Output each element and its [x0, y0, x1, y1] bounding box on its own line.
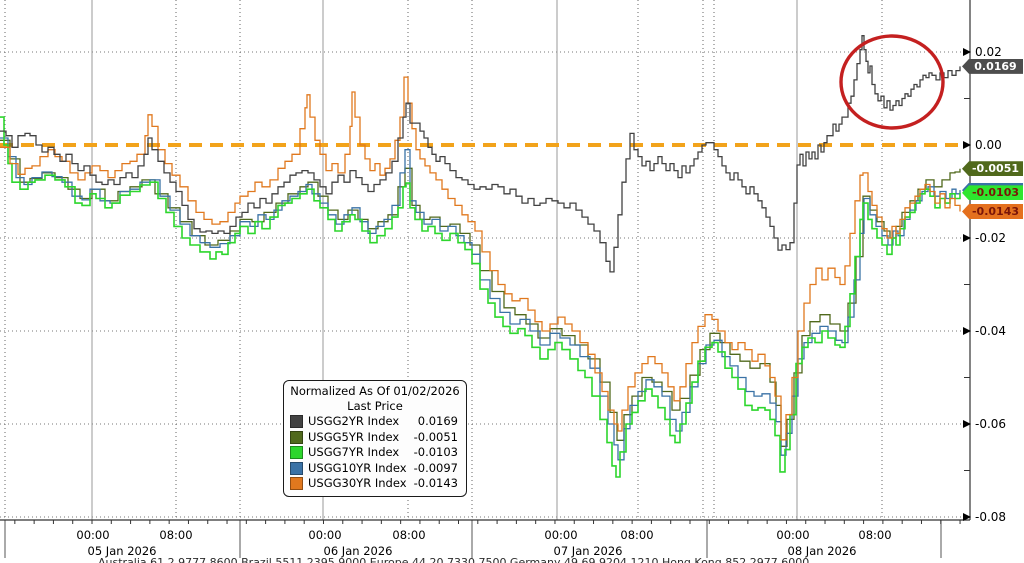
legend-row: USGG5YR Index -0.0051 — [290, 430, 460, 446]
series-value: -0.0143 — [413, 476, 458, 490]
series-value: -0.0051 — [413, 429, 458, 444]
series-line-usgg2yr — [0, 35, 961, 273]
series-value: -0.0103 — [413, 445, 458, 459]
series-name: USGG5YR Index — [308, 429, 400, 444]
series-swatch-usgg30yr — [290, 477, 303, 491]
x-axis-date-label: 05 Jan 2026 — [87, 544, 157, 558]
y-axis-tick-label: 0.00 — [975, 138, 1002, 152]
legend-subtitle: Last Price — [347, 399, 403, 413]
red-circle-annotation — [839, 34, 945, 130]
series-name: USGG7YR Index — [308, 445, 400, 459]
series-swatch-usgg7yr — [290, 446, 303, 460]
y-tick-arrow — [963, 234, 971, 242]
y-axis-tick-label: -0.08 — [975, 510, 1007, 524]
x-axis-time-label: 08:00 — [159, 528, 193, 542]
series-swatch-usgg10yr — [290, 461, 303, 475]
y-axis-tick-label: 0.02 — [975, 45, 1002, 59]
series-line-usgg10yr — [0, 137, 961, 461]
x-axis-date-label: 08 Jan 2026 — [787, 544, 857, 558]
x-axis-time-label: 08:00 — [620, 528, 654, 542]
x-axis-time-label: 00:00 — [776, 528, 810, 542]
y-tick-arrow — [963, 327, 971, 335]
y-tick-arrow — [963, 513, 971, 521]
series-name: USGG2YR Index — [308, 414, 400, 428]
series-line-usgg7yr — [0, 116, 961, 478]
y-axis-tick-label: -0.04 — [975, 324, 1007, 338]
last-value-badge-usgg5yr: -0.0051 — [962, 161, 1023, 177]
series-value: 0.0169 — [417, 414, 458, 428]
legend-row: USGG7YR Index -0.0103 — [290, 445, 460, 461]
y-tick-arrow — [963, 420, 971, 428]
series-swatch-usgg5yr — [290, 430, 303, 444]
y-tick-arrow — [963, 141, 971, 149]
y-axis-tick-label: -0.06 — [975, 417, 1007, 431]
series-swatch-usgg2yr — [290, 415, 303, 429]
x-axis-time-label: 08:00 — [858, 528, 892, 542]
x-axis-date-label: 06 Jan 2026 — [323, 544, 393, 558]
y-tick-arrow — [963, 48, 971, 56]
x-axis-time-label: 00:00 — [308, 528, 342, 542]
legend-title: Normalized As Of 01/02/2026 — [290, 384, 460, 398]
legend-row: USGG2YR Index 0.0169 — [290, 414, 460, 430]
series-line-usgg30yr — [0, 76, 961, 441]
legend-row: USGG30YR Index -0.0143 — [290, 476, 460, 492]
x-axis-time-label: 00:00 — [76, 528, 110, 542]
last-value-badge-usgg30yr: -0.0143 — [962, 203, 1023, 219]
x-axis-time-label: 00:00 — [544, 528, 578, 542]
last-value-badge-usgg2yr: 0.0169 — [962, 58, 1023, 74]
x-axis-time-label: 08:00 — [392, 528, 426, 542]
legend-row: USGG10YR Index -0.0097 — [290, 461, 460, 477]
series-name: USGG10YR Index — [308, 460, 407, 475]
y-axis-tick-label: -0.02 — [975, 231, 1007, 245]
series-name: USGG30YR Index — [308, 476, 407, 490]
last-value-badge-usgg7yr: -0.0103 — [962, 185, 1023, 201]
chart-legend: Normalized As Of 01/02/2026 Last Price U… — [283, 380, 467, 497]
series-value: -0.0097 — [413, 460, 458, 475]
x-axis-date-label: 07 Jan 2026 — [553, 544, 623, 558]
bloomberg-footer-text: Australia 61 2 9777 8600 Brazil 5511 239… — [98, 556, 810, 563]
